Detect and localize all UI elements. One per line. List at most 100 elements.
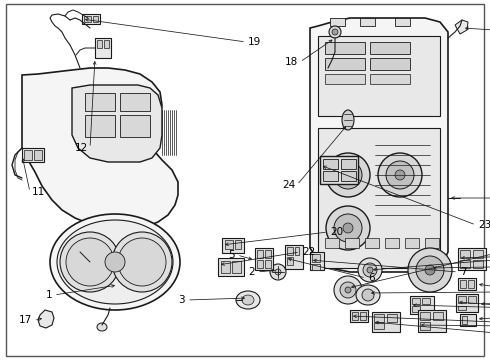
- Bar: [325, 74, 365, 84]
- Bar: [473, 250, 483, 258]
- Bar: [470, 300, 476, 308]
- Bar: [372, 312, 400, 332]
- Bar: [318, 36, 440, 116]
- Ellipse shape: [356, 285, 380, 305]
- Bar: [325, 238, 339, 248]
- Bar: [22, 148, 44, 162]
- Bar: [458, 306, 466, 310]
- Bar: [365, 238, 379, 248]
- Bar: [222, 238, 244, 253]
- Ellipse shape: [362, 289, 374, 301]
- Bar: [468, 296, 476, 303]
- Text: 18: 18: [285, 57, 298, 67]
- Bar: [257, 260, 263, 268]
- Bar: [460, 260, 470, 268]
- Text: 20: 20: [330, 227, 343, 237]
- Bar: [310, 252, 324, 270]
- Text: 24: 24: [282, 180, 295, 190]
- Polygon shape: [72, 85, 162, 162]
- Bar: [374, 323, 384, 329]
- Text: 19: 19: [248, 37, 261, 47]
- Bar: [287, 247, 293, 255]
- Ellipse shape: [340, 282, 356, 298]
- Bar: [295, 247, 299, 255]
- Text: 7: 7: [460, 267, 466, 277]
- Bar: [93, 16, 98, 22]
- Ellipse shape: [334, 276, 362, 304]
- Ellipse shape: [332, 29, 338, 35]
- Bar: [221, 261, 230, 273]
- Bar: [360, 312, 366, 320]
- Bar: [225, 240, 233, 249]
- Text: 5: 5: [228, 250, 235, 260]
- Ellipse shape: [50, 214, 180, 310]
- Text: 17: 17: [19, 315, 32, 325]
- Bar: [104, 40, 109, 48]
- Bar: [24, 150, 32, 160]
- Ellipse shape: [242, 295, 254, 305]
- Bar: [410, 296, 434, 314]
- Bar: [85, 93, 115, 111]
- Bar: [352, 312, 358, 320]
- Text: 6: 6: [368, 273, 375, 283]
- Bar: [34, 150, 42, 160]
- Bar: [350, 310, 368, 322]
- Polygon shape: [22, 68, 178, 226]
- Bar: [458, 248, 486, 270]
- Ellipse shape: [334, 161, 362, 189]
- Text: 11: 11: [32, 187, 45, 197]
- Ellipse shape: [66, 238, 114, 286]
- Bar: [370, 58, 410, 70]
- Bar: [422, 298, 430, 304]
- Bar: [330, 18, 345, 26]
- Bar: [405, 238, 419, 248]
- Ellipse shape: [60, 232, 120, 292]
- Bar: [456, 294, 478, 312]
- Bar: [473, 260, 483, 268]
- Ellipse shape: [343, 170, 353, 180]
- Ellipse shape: [105, 252, 125, 272]
- Ellipse shape: [326, 206, 370, 250]
- Bar: [458, 278, 476, 290]
- Bar: [285, 245, 303, 269]
- Ellipse shape: [378, 153, 422, 197]
- Bar: [460, 314, 476, 326]
- Ellipse shape: [416, 256, 444, 284]
- Bar: [460, 250, 470, 258]
- Bar: [345, 238, 359, 248]
- Ellipse shape: [342, 110, 354, 130]
- Bar: [370, 42, 410, 54]
- Ellipse shape: [329, 26, 341, 38]
- Bar: [323, 159, 338, 169]
- Ellipse shape: [326, 153, 370, 197]
- Ellipse shape: [367, 267, 373, 273]
- Bar: [418, 310, 446, 332]
- Bar: [412, 298, 420, 304]
- Bar: [85, 115, 115, 137]
- Ellipse shape: [97, 323, 107, 331]
- Bar: [318, 128, 440, 268]
- Bar: [360, 18, 375, 26]
- Ellipse shape: [408, 248, 452, 292]
- Bar: [312, 254, 320, 262]
- Bar: [387, 314, 397, 322]
- Bar: [341, 171, 356, 181]
- Ellipse shape: [425, 265, 435, 275]
- Bar: [370, 74, 410, 84]
- Ellipse shape: [395, 170, 405, 180]
- Bar: [287, 257, 293, 265]
- Text: 1: 1: [46, 290, 52, 300]
- Bar: [460, 298, 478, 310]
- Ellipse shape: [358, 258, 382, 282]
- Bar: [232, 261, 241, 273]
- Text: 12: 12: [75, 143, 88, 153]
- Bar: [433, 312, 443, 320]
- Bar: [265, 250, 271, 258]
- Polygon shape: [38, 310, 54, 328]
- Bar: [120, 93, 150, 111]
- Ellipse shape: [386, 161, 414, 189]
- Bar: [218, 258, 244, 276]
- Bar: [255, 248, 273, 270]
- Bar: [97, 40, 102, 48]
- Polygon shape: [310, 18, 448, 272]
